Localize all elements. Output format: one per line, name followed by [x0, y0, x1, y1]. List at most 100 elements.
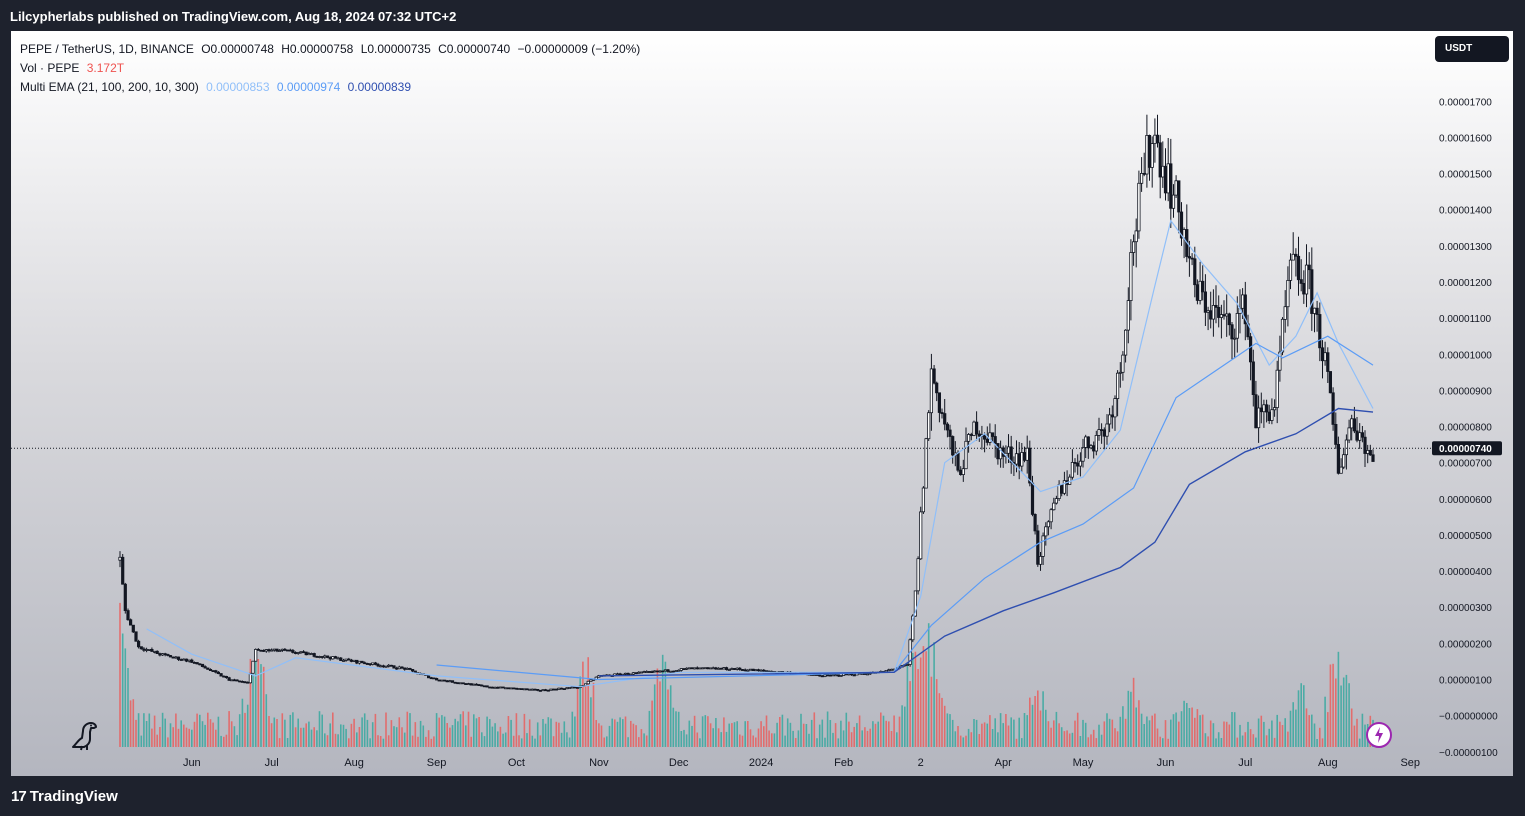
legend-volume-label[interactable]: Vol · PEPE: [20, 61, 80, 75]
candle-body: [293, 652, 298, 654]
candle-body: [1187, 256, 1191, 259]
price-chart[interactable]: 0.00000740 0.00001700 0.00001600 0.00001500…: [11, 31, 1513, 776]
candle-body: [208, 669, 213, 672]
volume-bar: [196, 713, 198, 747]
candle-body: [642, 671, 646, 673]
candle-body: [975, 421, 979, 435]
candle-body: [426, 674, 431, 679]
candle-body: [1166, 163, 1170, 194]
candle-body: [541, 689, 545, 692]
candle-body: [1315, 307, 1319, 315]
volume-bar: [241, 698, 244, 747]
volume-bar: [638, 737, 640, 747]
ema-line-2: [436, 335, 1374, 681]
volume-bar: [387, 735, 390, 747]
candle-body: [682, 668, 686, 670]
candle-body: [1219, 314, 1223, 318]
volume-bar: [353, 718, 355, 747]
candle-body: [182, 658, 186, 661]
volume-bar: [1015, 738, 1018, 747]
volume-bar: [193, 721, 196, 747]
volume-bar: [172, 727, 174, 747]
volume-bar: [848, 721, 850, 747]
volume-bar: [1271, 720, 1273, 747]
candle-body: [1155, 134, 1160, 144]
y-tick-label: 0.00001400: [1439, 206, 1492, 217]
volume-bar: [930, 676, 933, 747]
volume-bar: [318, 711, 321, 747]
candle-body: [206, 667, 210, 670]
candle-body: [1251, 361, 1255, 395]
candle-body: [735, 667, 739, 670]
volume-bar: [1249, 729, 1252, 747]
legend-ohlc-row: PEPE / TetherUS, 1D, BINANCE O0.00000748…: [20, 40, 640, 59]
volume-bar: [324, 733, 326, 747]
tradingview-logo[interactable]: 17 TradingView: [11, 788, 118, 805]
volume-bar: [1353, 725, 1356, 747]
volume-bar: [433, 736, 435, 747]
candle-body: [1339, 466, 1343, 474]
candle-body: [1113, 398, 1117, 418]
volume-bar: [289, 714, 292, 747]
candle-body: [1073, 461, 1077, 464]
volume-bar: [1127, 690, 1130, 747]
volume-bar: [419, 720, 422, 747]
candle-body: [929, 368, 934, 414]
x-tick-label: Sep: [427, 757, 447, 769]
candle-body: [719, 667, 723, 670]
y-tick-label: 0.00000400: [1439, 567, 1492, 578]
candle-body: [1217, 306, 1221, 318]
volume-bar: [175, 713, 177, 747]
candle-body: [557, 687, 561, 690]
candle-body: [996, 443, 1000, 460]
volume-bar: [1140, 713, 1143, 747]
candle-body: [1368, 449, 1372, 456]
currency-button[interactable]: USDT: [1435, 36, 1509, 62]
candle-body: [397, 666, 401, 670]
candle-body: [126, 610, 130, 621]
volume-bar: [1135, 707, 1137, 747]
candle-body: [1331, 392, 1335, 425]
volume-bar: [736, 721, 738, 747]
volume-bar: [606, 736, 608, 747]
candle-body: [240, 681, 244, 683]
volume-bar: [635, 725, 637, 747]
candle-body: [1142, 172, 1146, 175]
volume-bar: [497, 731, 499, 747]
y-tick-label: 0.00000200: [1439, 639, 1492, 650]
candle-body: [160, 653, 165, 656]
volume-bar: [238, 714, 241, 747]
candle-body: [437, 679, 441, 682]
candle-body: [461, 682, 465, 685]
volume-bar: [350, 723, 353, 747]
flash-icon[interactable]: [1366, 722, 1392, 748]
chart-area[interactable]: 0.00000740 0.00001700 0.00001600 0.00001500…: [11, 31, 1513, 776]
volume-bar: [874, 723, 877, 747]
y-tick-label: 0.00000300: [1439, 603, 1492, 614]
volume-bar: [1076, 712, 1079, 747]
volume-bar: [611, 718, 613, 747]
volume-bar: [834, 723, 837, 747]
candle-body: [1076, 462, 1080, 467]
volume-bar: [542, 719, 544, 747]
volume-bar: [1162, 738, 1164, 747]
volume-bar: [1276, 714, 1278, 747]
volume-bar: [632, 723, 635, 747]
volume-bar: [1292, 702, 1294, 747]
candle-body: [1163, 165, 1168, 194]
legend-symbol[interactable]: PEPE / TetherUS, 1D, BINANCE: [20, 42, 194, 56]
volume-bar: [401, 727, 403, 747]
volume-bar: [518, 735, 520, 747]
candle-body: [536, 689, 540, 691]
candle-body: [1222, 314, 1226, 317]
volume-bar: [691, 725, 693, 747]
volume-bar: [917, 669, 919, 747]
x-tick-label: Feb: [834, 757, 853, 769]
candle-body: [360, 660, 364, 663]
candle-body: [722, 667, 726, 670]
footer-bar: 17 TradingView: [0, 776, 1525, 816]
candle-body: [283, 648, 287, 651]
volume-bar: [864, 727, 866, 747]
dino-icon[interactable]: [69, 717, 103, 751]
legend-ema-label[interactable]: Multi EMA (21, 100, 200, 10, 300): [20, 80, 199, 94]
